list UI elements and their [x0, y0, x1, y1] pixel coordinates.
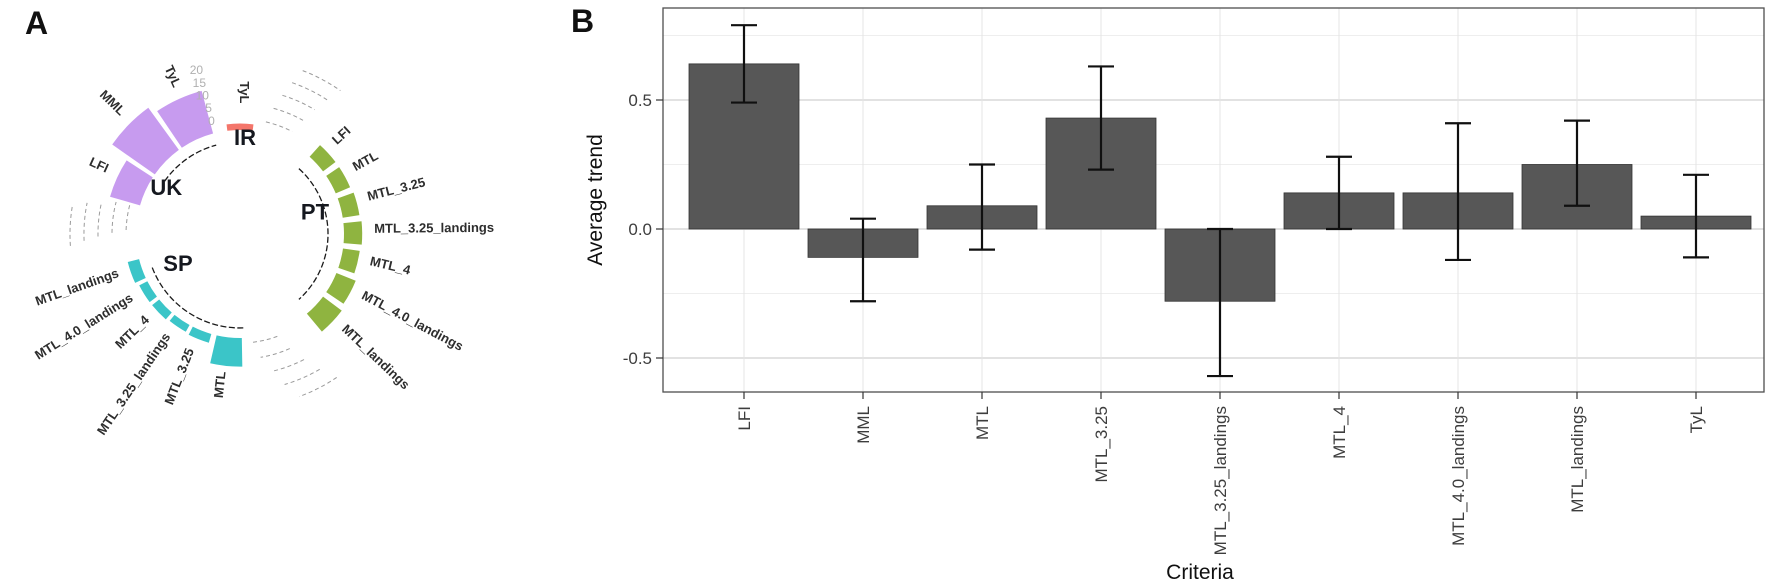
- criteria-label-PT-MTL: MTL: [350, 148, 381, 174]
- x-tick-label-MTL_3.25: MTL_3.25: [1092, 406, 1111, 483]
- empty-slot-tick: [284, 368, 320, 385]
- criteria-label-IR-TyL: TyL: [237, 81, 252, 103]
- criteria-label-SP-MTL_4: MTL_4: [112, 312, 153, 352]
- radial-axis-tick: 15: [193, 76, 207, 90]
- criteria-label-PT-MTL_landings: MTL_landings: [339, 321, 413, 392]
- y-tick-label: -0.5: [623, 349, 652, 368]
- criteria-label-PT-LFI: LFI: [329, 123, 354, 147]
- sector-bar-SP-MTL_4: [152, 299, 172, 320]
- criteria-label-SP-MTL: MTL: [211, 370, 229, 398]
- criteria-label-UK-TyL: TyL: [162, 63, 185, 89]
- sector-bar-UK-TyL: [157, 90, 214, 148]
- criteria-label-PT-MTL_4.0_landings: MTL_4.0_landings: [359, 288, 466, 354]
- radial-axis-tick: 5: [205, 101, 212, 115]
- criteria-label-UK-MML: MML: [97, 87, 129, 118]
- sector-bar-UK-LFI: [110, 160, 153, 206]
- criteria-label-UK-LFI: LFI: [87, 154, 111, 176]
- empty-slot-tick: [265, 121, 293, 132]
- sector-bar-SP-MTL_landings: [127, 259, 146, 283]
- sector-bar-PT-MTL_3.25_landings: [343, 221, 363, 245]
- x-tick-label-MTL_4: MTL_4: [1330, 406, 1349, 459]
- x-axis-title: Criteria: [1166, 561, 1234, 584]
- empty-slot-tick: [302, 70, 341, 92]
- empty-slot-tick: [251, 335, 278, 343]
- x-tick-label-MTL_4.0_landings: MTL_4.0_landings: [1449, 406, 1468, 546]
- x-tick-label-TyL: TyL: [1687, 406, 1706, 433]
- sector-bracket-SP: [151, 265, 244, 329]
- x-tick-label-LFI: LFI: [735, 406, 754, 431]
- empty-slot-tick: [282, 94, 315, 111]
- empty-slot-tick: [111, 201, 117, 233]
- criteria-label-PT-MTL_3.25_landings: MTL_3.25_landings: [374, 220, 494, 236]
- empty-slot-tick: [273, 107, 304, 121]
- y-axis-title: Average trend: [584, 134, 607, 266]
- sector-bar-PT-LFI: [309, 145, 336, 172]
- empty-slot-tick: [83, 202, 88, 241]
- sector-bar-SP-MTL_4.0_landings: [139, 281, 157, 303]
- sector-bar-UK-MML: [112, 107, 179, 175]
- sector-bar-PT-MTL_4: [338, 248, 360, 274]
- x-tick-label-MML: MML: [854, 406, 873, 444]
- x-tick-label-MTL_3.25_landings: MTL_3.25_landings: [1211, 406, 1230, 555]
- criteria-label-PT-MTL_4: MTL_4: [369, 253, 413, 277]
- sector-bar-PT-MTL: [326, 167, 351, 194]
- empty-slot-tick: [271, 359, 305, 372]
- empty-slot-tick: [97, 201, 103, 237]
- radial-axis-tick: 10: [196, 89, 210, 103]
- sector-bar-SP-MTL: [210, 335, 243, 367]
- criteria-label-SP-MTL_3.25: MTL_3.25: [161, 346, 197, 407]
- radial-axis-tick: 0: [208, 114, 215, 128]
- sector-bar-PT-MTL_4.0_landings: [326, 272, 356, 304]
- sector-bracket-PT: [298, 168, 329, 300]
- sector-label-IR: IR: [234, 125, 256, 150]
- panel-frame: [662, 7, 1765, 393]
- panel-b-label: B: [571, 3, 594, 39]
- sector-bar-SP-MTL_3.25_landings: [169, 314, 190, 332]
- sector-bar-PT-MTL_3.25: [337, 192, 360, 218]
- panel-a-label: A: [25, 5, 48, 41]
- empty-slot-tick: [299, 376, 337, 398]
- sector-label-PT: PT: [301, 200, 330, 225]
- criteria-label-SP-MTL_3.25_landings: MTL_3.25_landings: [94, 330, 173, 438]
- sector-bar-PT-MTL_landings: [306, 296, 342, 332]
- empty-slot-tick: [260, 348, 291, 358]
- y-tick-label: 0.5: [628, 91, 652, 110]
- sector-bracket-UK: [164, 144, 217, 182]
- y-tick-label: 0.0: [628, 220, 652, 239]
- sector-bar-IR-TyL: [226, 123, 254, 131]
- x-tick-label-MTL_landings: MTL_landings: [1568, 406, 1587, 513]
- sector-bar-SP-MTL_3.25: [188, 326, 212, 343]
- x-tick-label-MTL: MTL: [973, 406, 992, 440]
- empty-slot-tick: [69, 204, 74, 246]
- sector-label-UK: UK: [150, 175, 182, 200]
- empty-slot-tick: [125, 202, 131, 231]
- sector-label-SP: SP: [163, 251, 192, 276]
- criteria-label-PT-MTL_3.25: MTL_3.25: [366, 174, 427, 203]
- empty-slot-tick: [291, 82, 328, 101]
- radial-axis-tick: 20: [190, 63, 204, 77]
